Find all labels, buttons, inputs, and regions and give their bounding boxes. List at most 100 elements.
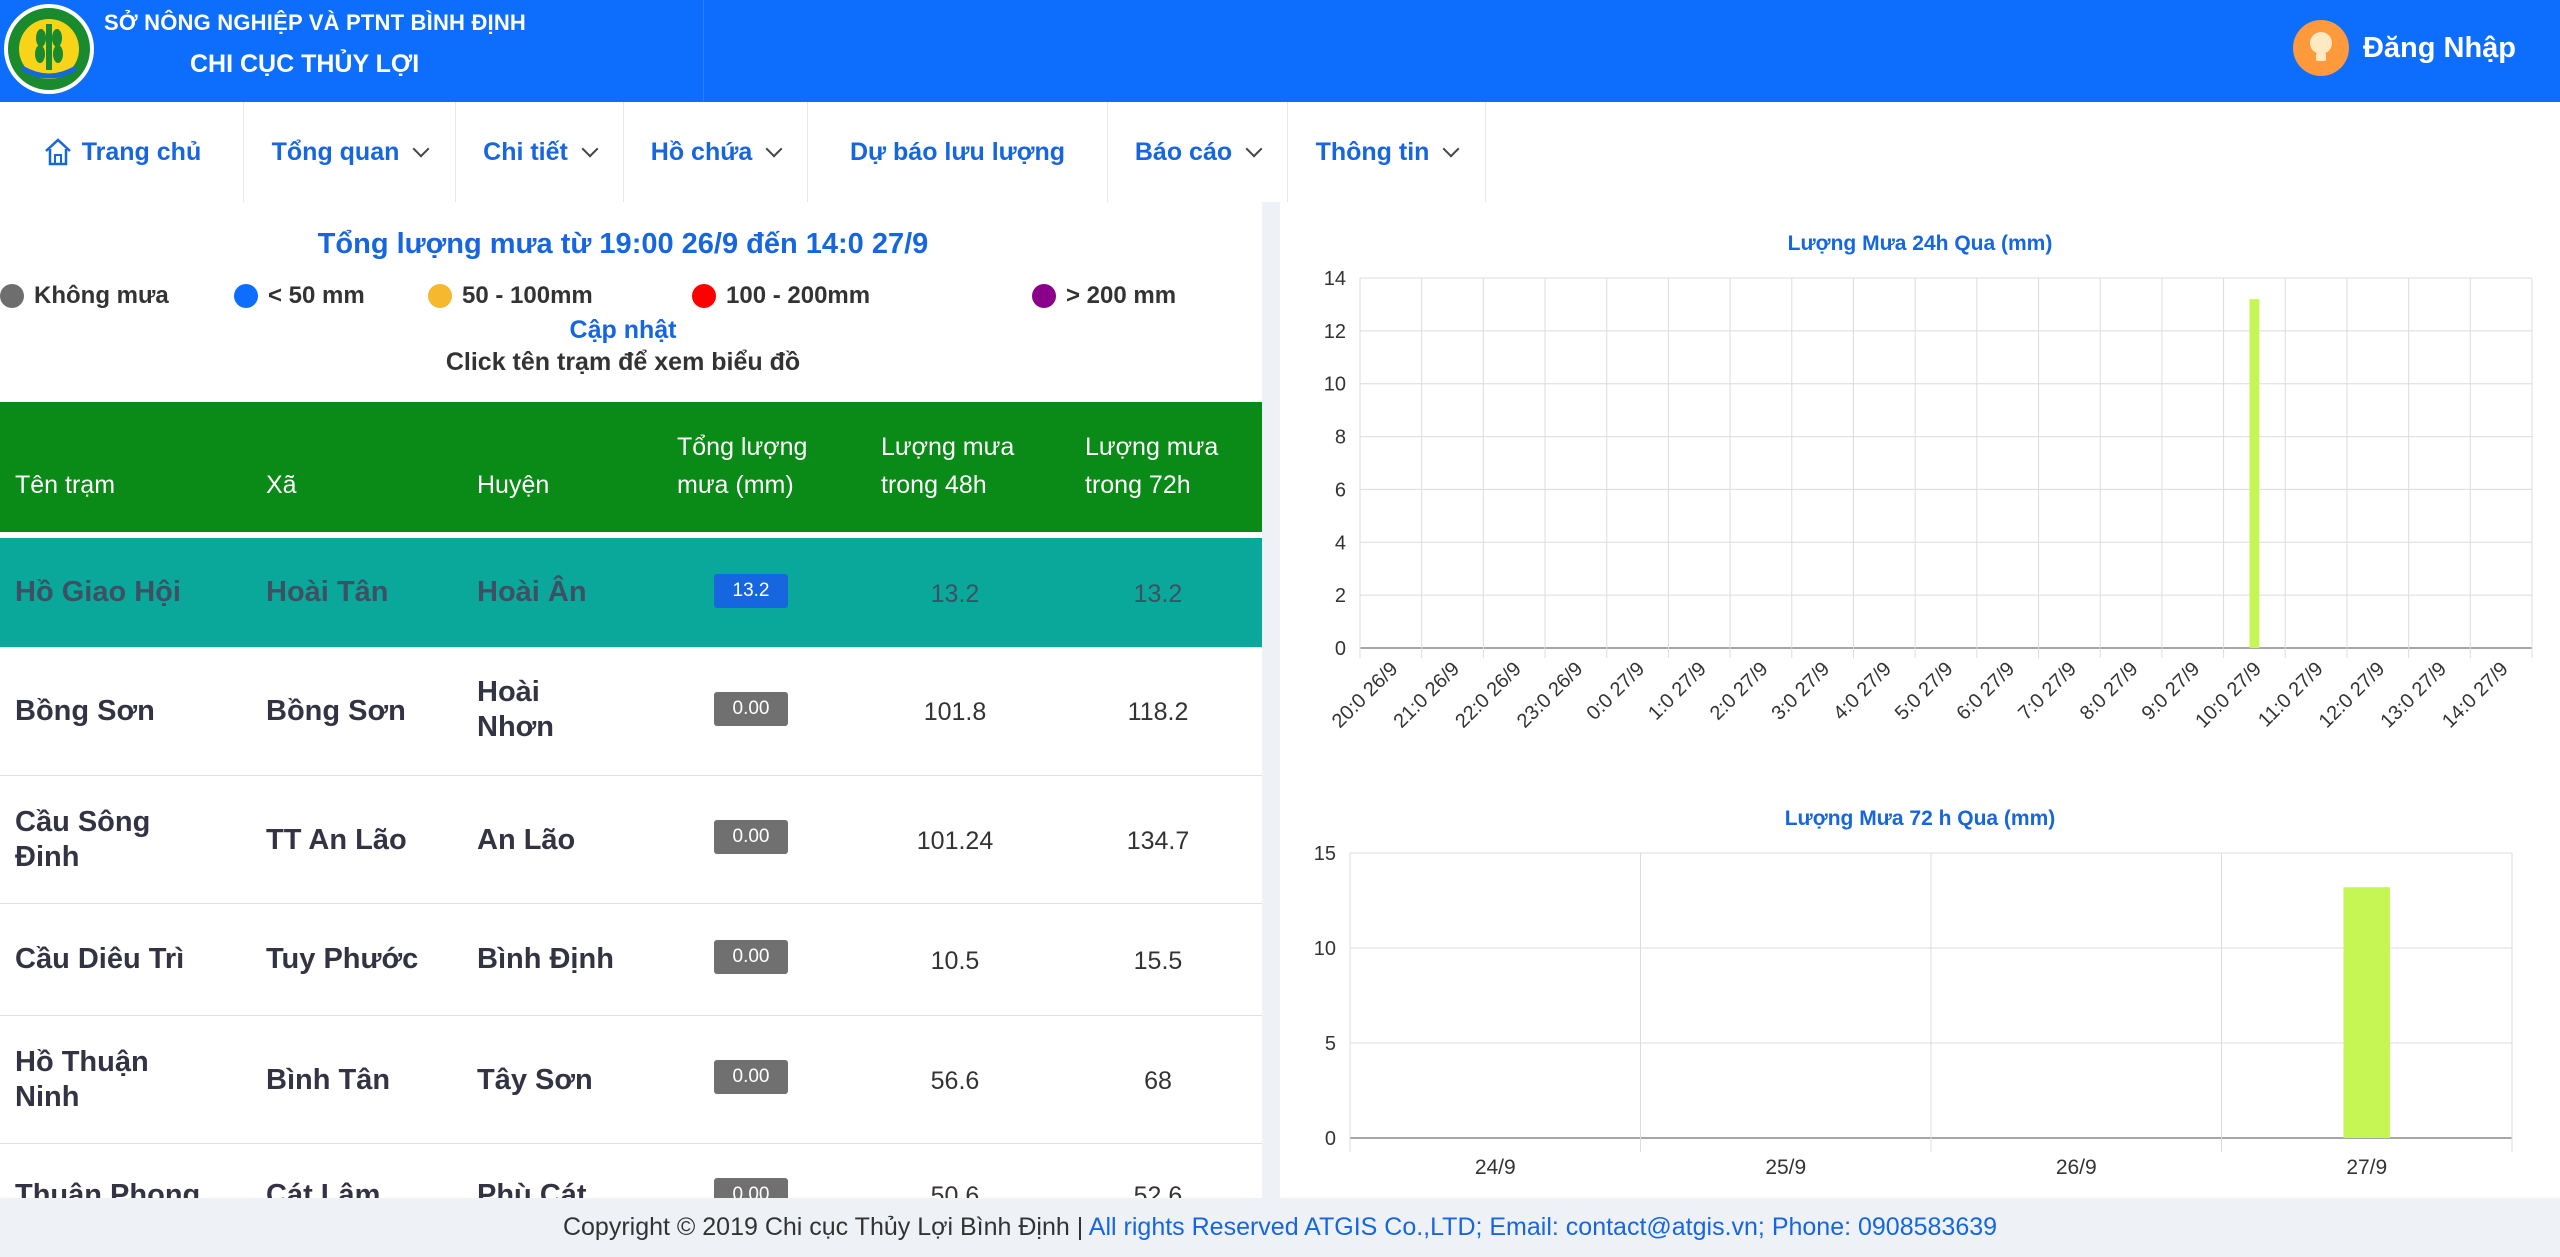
y-tick-label: 0 [1335, 638, 1346, 660]
col-48h-line: Lượng mưa [881, 433, 1015, 461]
rain-72h: 68 [1144, 1067, 1172, 1095]
chart-24h-title: Lượng Mưa 24h Qua (mm) [1787, 232, 2053, 255]
x-tick-label: 2:0 27/9 [1706, 658, 1773, 725]
district: Tây Sơn [477, 1064, 593, 1096]
legend-dot [234, 284, 258, 308]
station-name[interactable]: Thuận Phong [15, 1179, 201, 1198]
rainfall-title: Tổng lượng mưa từ 19:00 26/9 đến 14:0 27… [317, 228, 929, 260]
nav-item-overview[interactable]: Tổng quan [244, 102, 456, 202]
nav-item-reports[interactable]: Báo cáo [1108, 102, 1288, 202]
x-tick-label: 12:0 27/9 [2315, 658, 2390, 733]
chevron-down-icon [1442, 140, 1460, 158]
chart-72h-title: Lượng Mưa 72 h Qua (mm) [1784, 807, 2056, 830]
col-total-line: mưa (mm) [677, 471, 794, 499]
chevron-down-icon [765, 140, 783, 158]
chevron-down-icon [412, 140, 430, 158]
chart-24h: 0 2 4 6 8 10 12 14 20:0 26/921:0 26/922:0 26/923… [1324, 268, 2533, 733]
rain-72h: 13.2 [1133, 580, 1183, 608]
x-tick-label: 22:0 26/9 [1451, 658, 1526, 733]
district: Hoài Nhơn [477, 676, 554, 743]
y-tick-label: 8 [1335, 427, 1346, 449]
station-name[interactable]: Hồ Giao Hội [15, 576, 181, 608]
nav-label: Tổng quan [271, 137, 400, 166]
table-row[interactable]: Hồ Giao Hội Hoài Tân Hoài Ân 13.2 13.2 1… [0, 538, 1262, 648]
rain-72h: 134.7 [1126, 827, 1190, 855]
x-tick-label: 7:0 27/9 [2014, 658, 2081, 725]
y-tick-label: 10 [1324, 374, 1346, 396]
rain-72h: 118.2 [1127, 698, 1189, 726]
login-button[interactable]: Đăng Nhập [2292, 20, 2516, 76]
x-tick-label: 8:0 27/9 [2076, 658, 2143, 725]
rain-48h: 101.8 [923, 698, 987, 726]
x-tick-label: 11:0 27/9 [2254, 658, 2327, 731]
legend-dot [0, 284, 24, 308]
station-name[interactable]: Hồ Thuận Ninh [15, 1046, 149, 1113]
col-station: Tên trạm [15, 471, 116, 499]
top-header: SỞ NÔNG NGHIỆP VÀ PTNT BÌNH ĐỊNH CHI CỤC… [0, 0, 2560, 102]
y-tick-label: 2 [1335, 585, 1346, 607]
x-tick-label: 13:0 27/9 [2376, 658, 2451, 733]
legend-item: 100 - 200mm [692, 282, 870, 310]
total-badge: 0.00 [714, 940, 788, 974]
x-tick-label: 3:0 27/9 [1767, 658, 1834, 725]
x-tick-label: 1:0 27/9 [1644, 658, 1711, 725]
bar[interactable] [2249, 299, 2260, 648]
nav-label: Chi tiết [483, 137, 568, 166]
col-48h-line: trong 48h [881, 471, 987, 499]
nav-item-details[interactable]: Chi tiết [456, 102, 624, 202]
col-rain-72h: Lượng mưa trong 72h [1085, 428, 1218, 504]
header-divider [703, 0, 704, 102]
col-total: Tổng lượng mưa (mm) [677, 428, 807, 504]
update-link[interactable]: Cập nhật [569, 316, 677, 344]
org-name-line1: SỞ NÔNG NGHIỆP VÀ PTNT BÌNH ĐỊNH [104, 10, 527, 35]
station-name[interactable]: Bồng Sơn [15, 695, 155, 727]
rainfall-table-panel: Tổng lượng mưa từ 19:00 26/9 đến 14:0 27… [0, 202, 1262, 1198]
table-hint: Click tên trạm để xem biểu đồ [445, 348, 801, 376]
x-tick-label: 6:0 27/9 [1953, 658, 2020, 725]
x-tick-label: 21:0 26/9 [1390, 658, 1465, 733]
y-tick-label: 4 [1335, 532, 1346, 554]
nav-label: Hồ chứa [650, 137, 753, 166]
bar[interactable] [2343, 887, 2390, 1138]
station-name[interactable]: Cầu Sông Đinh [15, 806, 151, 873]
legend-dot [1032, 284, 1056, 308]
commune: Cát Lâm [266, 1179, 381, 1198]
table-row[interactable]: Cầu Sông Đinh TT An Lão An Lão 0.00 101.… [0, 776, 1262, 904]
table-row[interactable]: Cầu Diêu Trì Tuy Phước Bình Định 0.00 10… [0, 904, 1262, 1016]
col-total-line: Tổng lượng [677, 433, 808, 461]
total-badge: 13.2 [714, 574, 788, 608]
charts-panel: Lượng Mưa 24h Qua (mm) 0 2 4 6 8 10 12 14 20:0 2… [1280, 202, 2560, 1198]
x-tick-label: 26/9 [2056, 1156, 2097, 1179]
logo [4, 4, 94, 94]
x-tick-label: 0:0 27/9 [1582, 658, 1649, 725]
rain-48h: 101.24 [916, 827, 994, 855]
y-tick-label: 5 [1325, 1033, 1336, 1055]
rain-72h: 15.5 [1133, 947, 1183, 975]
nav-item-flow-forecast[interactable]: Dự báo lưu lượng [808, 102, 1108, 202]
table-row[interactable]: Bồng Sơn Bồng Sơn Hoài Nhơn 0.00 101.8 1… [0, 648, 1262, 776]
nav-item-info[interactable]: Thông tin [1288, 102, 1486, 202]
col-commune: Xã [266, 471, 297, 499]
commune: Bồng Sơn [266, 695, 406, 727]
rainfall-legend: Không mưa < 50 mm 50 - 100mm 100 - 200mm… [0, 282, 1262, 316]
total-badge: 0.00 [714, 1178, 788, 1198]
chevron-down-icon [1245, 140, 1263, 158]
table-row[interactable]: Thuận Phong Cát Lâm Phù Cát 0.00 50.6 52… [0, 1144, 1262, 1198]
legend-item: 50 - 100mm [428, 282, 593, 310]
table-row[interactable]: Hồ Thuận Ninh Bình Tân Tây Sơn 0.00 56.6… [0, 1016, 1262, 1144]
district: Phù Cát [477, 1179, 587, 1198]
total-badge: 0.00 [714, 692, 788, 726]
legend-item: < 50 mm [234, 282, 365, 310]
nav-item-home[interactable]: Trang chủ [0, 102, 244, 202]
nav-label: Thông tin [1315, 137, 1430, 166]
station-name[interactable]: Cầu Diêu Trì [15, 943, 185, 975]
commune: TT An Lão [266, 824, 407, 856]
login-label: Đăng Nhập [2362, 31, 2516, 64]
rain-48h: 13.2 [930, 580, 980, 608]
table-header: Tên trạm Xã Huyện Tổng lượng mưa (mm) Lư… [0, 402, 1262, 536]
wheat-logo-icon [9, 9, 89, 89]
chevron-down-icon [581, 140, 599, 158]
y-tick-label: 6 [1335, 479, 1346, 501]
legend-label: > 200 mm [1066, 282, 1177, 309]
nav-item-reservoirs[interactable]: Hồ chứa [624, 102, 808, 202]
